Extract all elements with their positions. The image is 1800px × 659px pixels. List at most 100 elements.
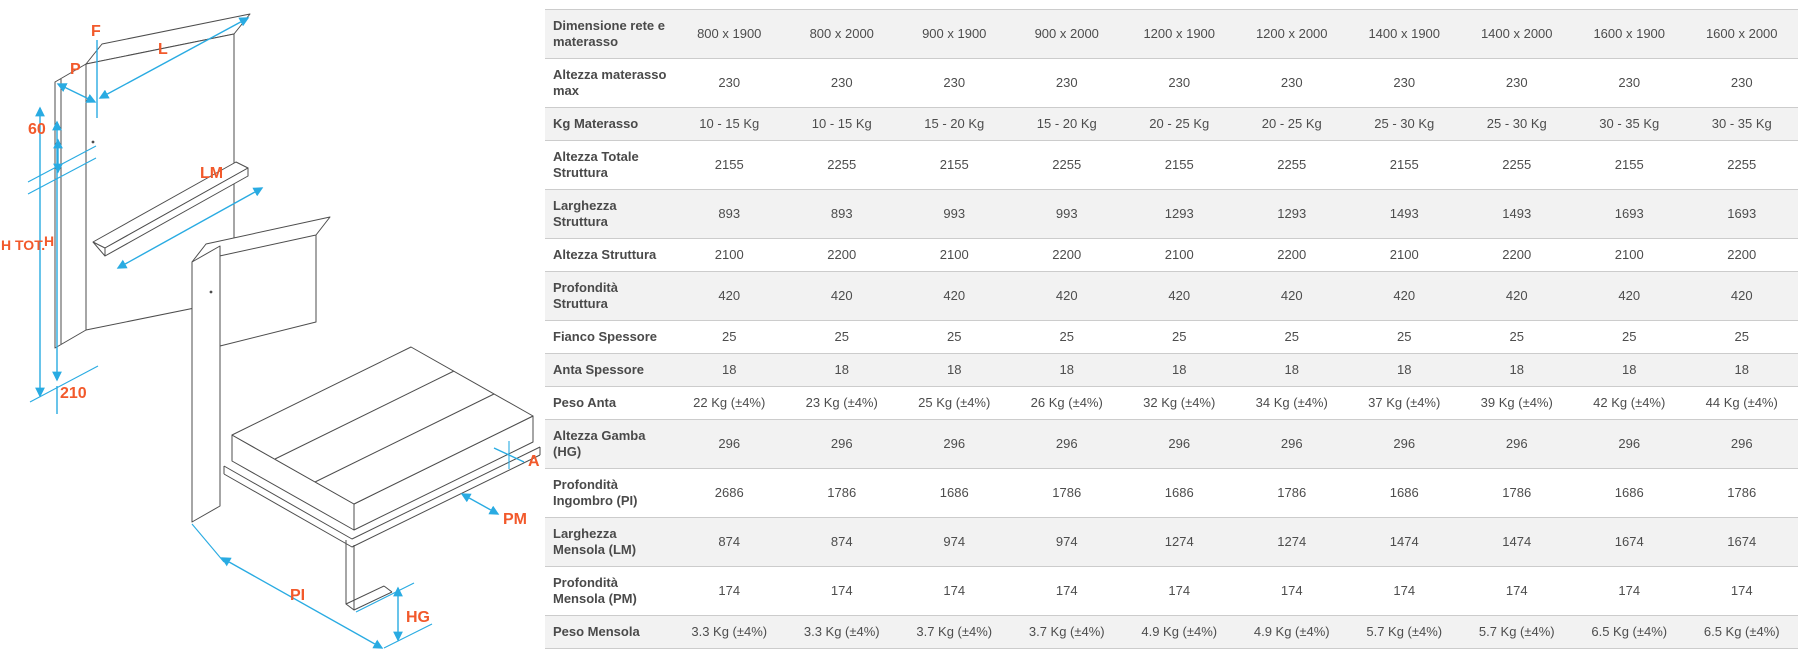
table-cell: 30 - 35 Kg [1573,107,1686,141]
table-cell: 25 - 30 Kg [1348,107,1461,141]
table-cell: 1786 [1010,468,1123,518]
table-cell: 420 [1685,271,1798,321]
table-cell: 2100 [1123,238,1236,272]
table-cell: 2200 [1685,238,1798,272]
table-cell: 974 [1010,517,1123,567]
table-cell: 18 [1573,353,1686,387]
table-row: Altezza Struttura 2100 2200 2100 2200 2100 220… [545,238,1798,272]
technical-drawing: F P L 60 LM H TOT. H 210 [1,13,541,649]
table-row: Altezza materasso max 230 230 230 230 230 230 2… [545,58,1798,108]
table-cell: 18 [1123,353,1236,387]
closed-bed-dimensions: F P L 60 LM H TOT. H 210 [1,17,264,414]
table-cell: 18 [1460,353,1573,387]
table-cell: 296 [898,419,1011,469]
table-cell: 230 [1235,58,1348,108]
table-row: Altezza Totale Struttura 2155 2255 2155 2255… [545,140,1798,190]
table-cell: 25 [1348,320,1461,354]
table-cell: 174 [1685,566,1798,616]
table-cell: 174 [1010,566,1123,616]
dim-label-h-tot: H TOT. [1,237,45,253]
table-cell: 174 [898,566,1011,616]
table-cell: 22 Kg (±4%) [673,386,786,420]
row-label: Profondità Ingombro (PI) [545,468,673,518]
table-cell: 800 x 2000 [785,9,898,59]
table-row: Profondità Mensola (PM) 174 174 174 174 174 17… [545,566,1798,616]
table-cell: 174 [673,566,786,616]
table-cell: 20 - 25 Kg [1235,107,1348,141]
table-cell: 2200 [1010,238,1123,272]
table-cell: 420 [898,271,1011,321]
table-cell: 2200 [785,238,898,272]
table-cell: 800 x 1900 [673,9,786,59]
dim-label-pm: PM [503,511,527,528]
table-cell: 1674 [1573,517,1686,567]
table-cell: 2255 [1010,140,1123,190]
table-cell: 230 [785,58,898,108]
dim-label-hg: HG [406,609,430,626]
table-cell: 893 [673,189,786,239]
table-cell: 1493 [1460,189,1573,239]
table-cell: 2255 [1460,140,1573,190]
table-cell: 420 [1460,271,1573,321]
table-cell: 37 Kg (±4%) [1348,386,1461,420]
table-cell: 25 [1235,320,1348,354]
table-cell: 1786 [1235,468,1348,518]
table-cell: 230 [1010,58,1123,108]
table-cell: 18 [1685,353,1798,387]
table-cell: 296 [1235,419,1348,469]
table-cell: 174 [1123,566,1236,616]
table-cell: 1200 x 1900 [1123,9,1236,59]
row-label: Altezza Gamba (HG) [545,419,673,469]
table-cell: 25 [1123,320,1236,354]
table-cell: 296 [785,419,898,469]
dim-label-60: 60 [28,121,46,138]
table-cell: 18 [898,353,1011,387]
table-cell: 23 Kg (±4%) [785,386,898,420]
table-cell: 3.7 Kg (±4%) [898,615,1011,649]
table-cell: 1686 [1123,468,1236,518]
row-label: Profondità Mensola (PM) [545,566,673,616]
row-label: Kg Materasso [545,107,673,141]
table-cell: 900 x 2000 [1010,9,1123,59]
table-cell: 230 [1460,58,1573,108]
table-cell: 25 [898,320,1011,354]
open-bed-drawing [191,216,541,611]
row-label: Peso Anta [545,386,673,420]
table-cell: 420 [673,271,786,321]
table-cell: 10 - 15 Kg [785,107,898,141]
table-cell: 1493 [1348,189,1461,239]
table-cell: 18 [1235,353,1348,387]
table-cell: 4.9 Kg (±4%) [1235,615,1348,649]
table-cell: 174 [1573,566,1686,616]
table-cell: 420 [785,271,898,321]
table-cell: 420 [1235,271,1348,321]
table-cell: 6.5 Kg (±4%) [1573,615,1686,649]
table-cell: 296 [673,419,786,469]
table-cell: 25 - 30 Kg [1460,107,1573,141]
row-label: Anta Spessore [545,353,673,387]
table-cell: 296 [1348,419,1461,469]
table-cell: 174 [1235,566,1348,616]
table-cell: 1786 [785,468,898,518]
table-cell: 3.3 Kg (±4%) [673,615,786,649]
row-label: Fianco Spessore [545,320,673,354]
table-cell: 2200 [1460,238,1573,272]
table-row: Peso Anta 22 Kg (±4%) 23 Kg (±4%) 25 Kg (±4… [545,386,1798,420]
row-label: Peso Mensola [545,615,673,649]
table-cell: 2255 [785,140,898,190]
table-cell: 993 [1010,189,1123,239]
table-cell: 2100 [1573,238,1686,272]
dim-label-pi: PI [290,587,305,604]
table-cell: 1600 x 2000 [1685,9,1798,59]
table-cell: 230 [1685,58,1798,108]
table-cell: 174 [1460,566,1573,616]
table-cell: 296 [1460,419,1573,469]
table-cell: 25 Kg (±4%) [898,386,1011,420]
table-cell: 1200 x 2000 [1235,9,1348,59]
table-cell: 230 [898,58,1011,108]
spec-table: Dimensione rete e materasso 800 x 1900 800… [545,9,1798,649]
table-row: Larghezza Struttura 893 893 993 993 1293 1293 1… [545,189,1798,239]
dim-label-lm: LM [200,165,223,182]
table-cell: 296 [1123,419,1236,469]
table-cell: 25 [1460,320,1573,354]
